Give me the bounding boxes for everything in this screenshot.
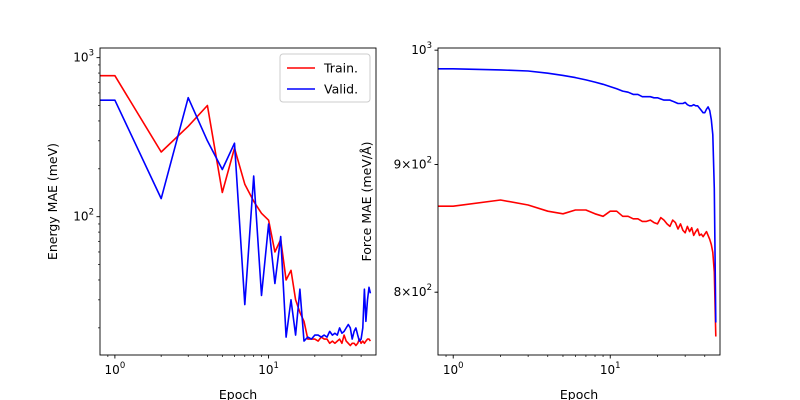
y-tick-label: 103: [411, 41, 432, 57]
x-tick-label: 100: [443, 361, 464, 377]
legend-box: [279, 53, 371, 103]
chart-panel-2: 100 101 8×102 9×102 103 Epoch Force MAE (meV/Å…: [359, 41, 721, 400]
legend-entry-label: Train.: [323, 61, 358, 76]
x-tick-label: 101: [600, 361, 621, 377]
series-line-train: [438, 199, 717, 337]
series-line-valid: [438, 68, 717, 323]
y-axis-label: Force MAE (meV/Å): [359, 142, 374, 262]
series-line-train: [100, 74, 372, 347]
x-tick-label: 101: [258, 361, 279, 377]
y-tick-label: 102: [73, 208, 94, 224]
axes-frame: [99, 47, 377, 356]
y-tick-label: 9×102: [394, 155, 432, 171]
chart-panel-1: 100 101 102 103 Epoch Energy MAE (meV) Train. V…: [45, 47, 377, 400]
y-axis-label: Energy MAE (meV): [45, 143, 60, 260]
x-axis-label: Epoch: [219, 387, 257, 400]
legend: Train. Valid.: [279, 53, 371, 103]
series-line-valid: [100, 96, 372, 342]
x-axis-label: Epoch: [560, 387, 598, 400]
y-tick-label: 8×102: [394, 283, 432, 299]
y-tick-label: 103: [73, 49, 94, 65]
axes-frame: [437, 47, 721, 356]
x-tick-label: 100: [105, 361, 126, 377]
legend-entry-label: Valid.: [324, 82, 358, 97]
